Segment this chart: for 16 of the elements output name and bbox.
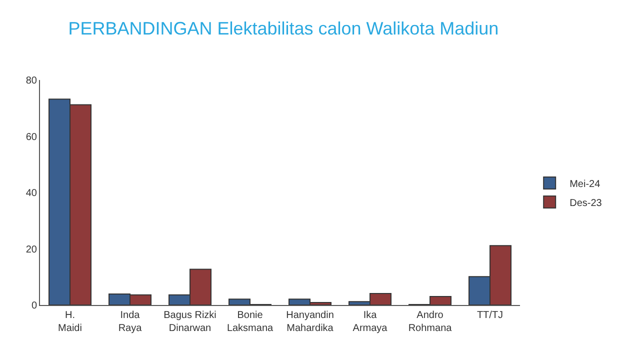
chart-title: PERBANDINGAN Elektabilitas calon Walikota Madiun — [68, 18, 499, 38]
y-tick-label: 40 — [26, 188, 38, 199]
legend-label: Mei-24 — [570, 178, 601, 190]
x-tick-label: Bonie Laksmana — [226, 310, 274, 334]
x-tick-label: TT/TJ — [476, 310, 504, 321]
x-tick-label: Andro Rohmana — [408, 310, 452, 334]
x-tick-label: H. Maidi — [58, 310, 82, 334]
x-tick-label: Inda Raya — [118, 310, 142, 334]
y-tick-label: 0 — [31, 300, 38, 312]
x-tick-label: Ika Armaya — [352, 310, 388, 334]
y-tick-label: 80 — [26, 76, 38, 86]
legend-label: Des-23 — [570, 198, 602, 209]
y-tick-label: 20 — [26, 244, 38, 256]
y-tick-label: 60 — [26, 132, 38, 143]
x-tick-label: Bagus Rizki Dinarwan — [164, 310, 216, 334]
x-tick-label: Hanyandin Mahardika — [286, 310, 334, 334]
